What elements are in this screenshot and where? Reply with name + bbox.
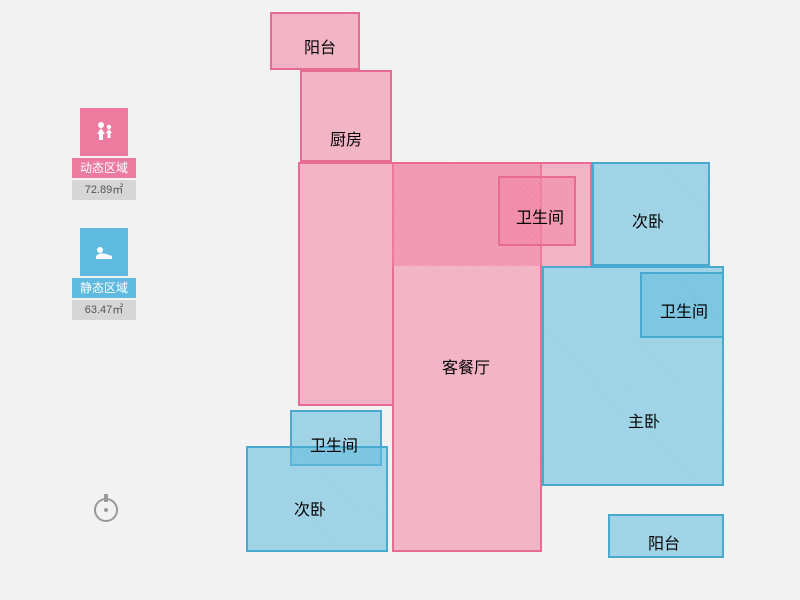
floorplan: 阳台 厨房 客餐厅 卫生间 次卧 卫生间 主卧 卫生间 次卧 阳台: [210, 12, 750, 582]
legend: 动态区域 72.89㎡ 静态区域 63.47㎡: [72, 108, 136, 348]
active-zone-value: 72.89㎡: [72, 180, 136, 200]
room-bath-top: [498, 176, 576, 246]
room-bath-right: [640, 272, 724, 338]
active-icon: [80, 108, 128, 156]
room-bed-top: [592, 162, 710, 266]
active-zone-label: 动态区域: [72, 158, 136, 178]
compass-icon: [88, 490, 124, 531]
static-icon: [80, 228, 128, 276]
people-icon: [90, 118, 118, 146]
static-zone-label: 静态区域: [72, 278, 136, 298]
room-balcony-top: [270, 12, 360, 70]
room-balcony-bottom: [608, 514, 724, 558]
static-zone-value: 63.47㎡: [72, 300, 136, 320]
room-hall-left: [298, 162, 392, 406]
sleep-icon: [90, 238, 118, 266]
room-bed-bottom: [246, 446, 388, 552]
room-kitchen: [300, 70, 392, 162]
